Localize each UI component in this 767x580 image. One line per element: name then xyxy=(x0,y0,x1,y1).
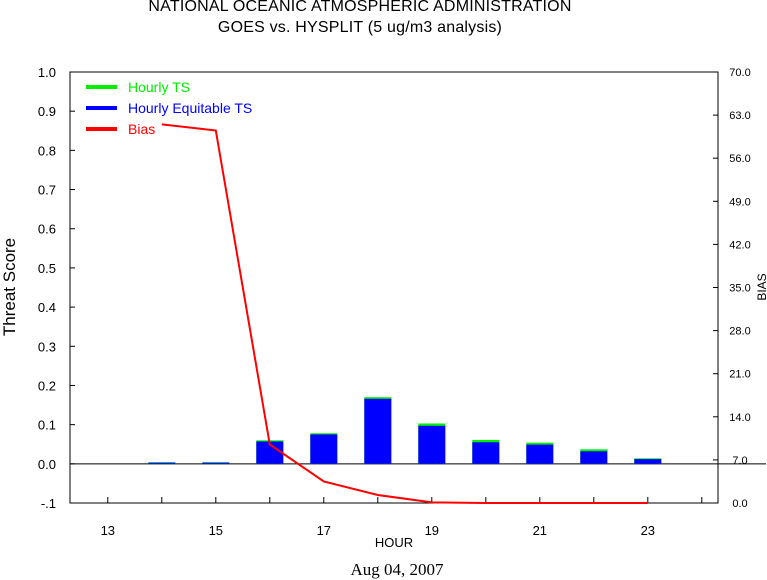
bar-hourly-equitable-ts xyxy=(634,459,662,464)
x-tick-label: 19 xyxy=(425,523,439,538)
y-tick-label: 0.2 xyxy=(38,378,56,393)
bar-hourly-equitable-ts xyxy=(418,425,446,464)
bar-hourly-equitable-ts xyxy=(472,442,500,464)
bar-hourly-equitable-ts xyxy=(310,434,338,464)
legend-label: Hourly TS xyxy=(128,79,190,95)
chart-title-line2: GOES vs. HYSPLIT (5 ug/m3 analysis) xyxy=(217,19,503,36)
y-tick-label: 0.6 xyxy=(38,222,56,237)
x-tick-label: 23 xyxy=(641,523,655,538)
y2-tick-label: 21.0 xyxy=(729,369,750,381)
bar-hourly-equitable-ts xyxy=(526,444,554,464)
y2-tick-label: 7.0 xyxy=(732,455,747,467)
y-tick-label: 0.9 xyxy=(38,104,56,119)
x-tick-label: 17 xyxy=(317,523,331,538)
y-axis-title: Threat Score xyxy=(0,238,19,336)
x-tick-label: 21 xyxy=(533,523,547,538)
y2-tick-label: 0.0 xyxy=(732,498,747,510)
y-tick-label: 0.8 xyxy=(38,143,56,158)
plot-frame xyxy=(69,71,719,504)
y2-tick-label: 28.0 xyxy=(729,326,750,338)
y-tick-label: 1.0 xyxy=(38,65,56,80)
y2-tick-label: 35.0 xyxy=(729,283,750,295)
bar-hourly-equitable-ts xyxy=(580,451,608,464)
bar-hourly-equitable-ts xyxy=(202,462,230,464)
y-tick-label: 0.5 xyxy=(38,261,56,276)
y-tick-label: 0.3 xyxy=(38,339,56,354)
bar-hourly-equitable-ts xyxy=(148,462,176,464)
x-axis-title: HOUR xyxy=(375,535,413,550)
y2-tick-label: 56.0 xyxy=(729,153,750,165)
y2-tick-label: 14.0 xyxy=(729,412,750,424)
chart-title-line1: NATIONAL OCEANIC ATMOSPHERIC ADMINISTRAT… xyxy=(148,0,572,15)
y2-tick-label: 42.0 xyxy=(729,239,750,251)
chart-date: Aug 04, 2007 xyxy=(350,560,444,579)
legend-label: Bias xyxy=(128,121,155,137)
y2-tick-label: 49.0 xyxy=(729,196,750,208)
x-tick-label: 15 xyxy=(209,523,223,538)
x-tick-label: 13 xyxy=(101,523,115,538)
y-tick-label: 0.1 xyxy=(38,418,56,433)
bar-hourly-equitable-ts xyxy=(364,398,392,464)
bar-hourly-equitable-ts xyxy=(256,441,284,464)
legend-label: Hourly Equitable TS xyxy=(128,100,252,116)
y2-axis-title: BIAS xyxy=(755,273,767,300)
y-tick-label: 0.4 xyxy=(38,300,56,315)
y2-tick-label: 70.0 xyxy=(729,67,750,79)
y2-tick-label: 63.0 xyxy=(729,110,750,122)
bias-line xyxy=(161,123,648,504)
y-tick-label: 0.0 xyxy=(38,457,56,472)
y-tick-label: 0.7 xyxy=(38,183,56,198)
y-tick-label: -.1 xyxy=(41,496,56,511)
